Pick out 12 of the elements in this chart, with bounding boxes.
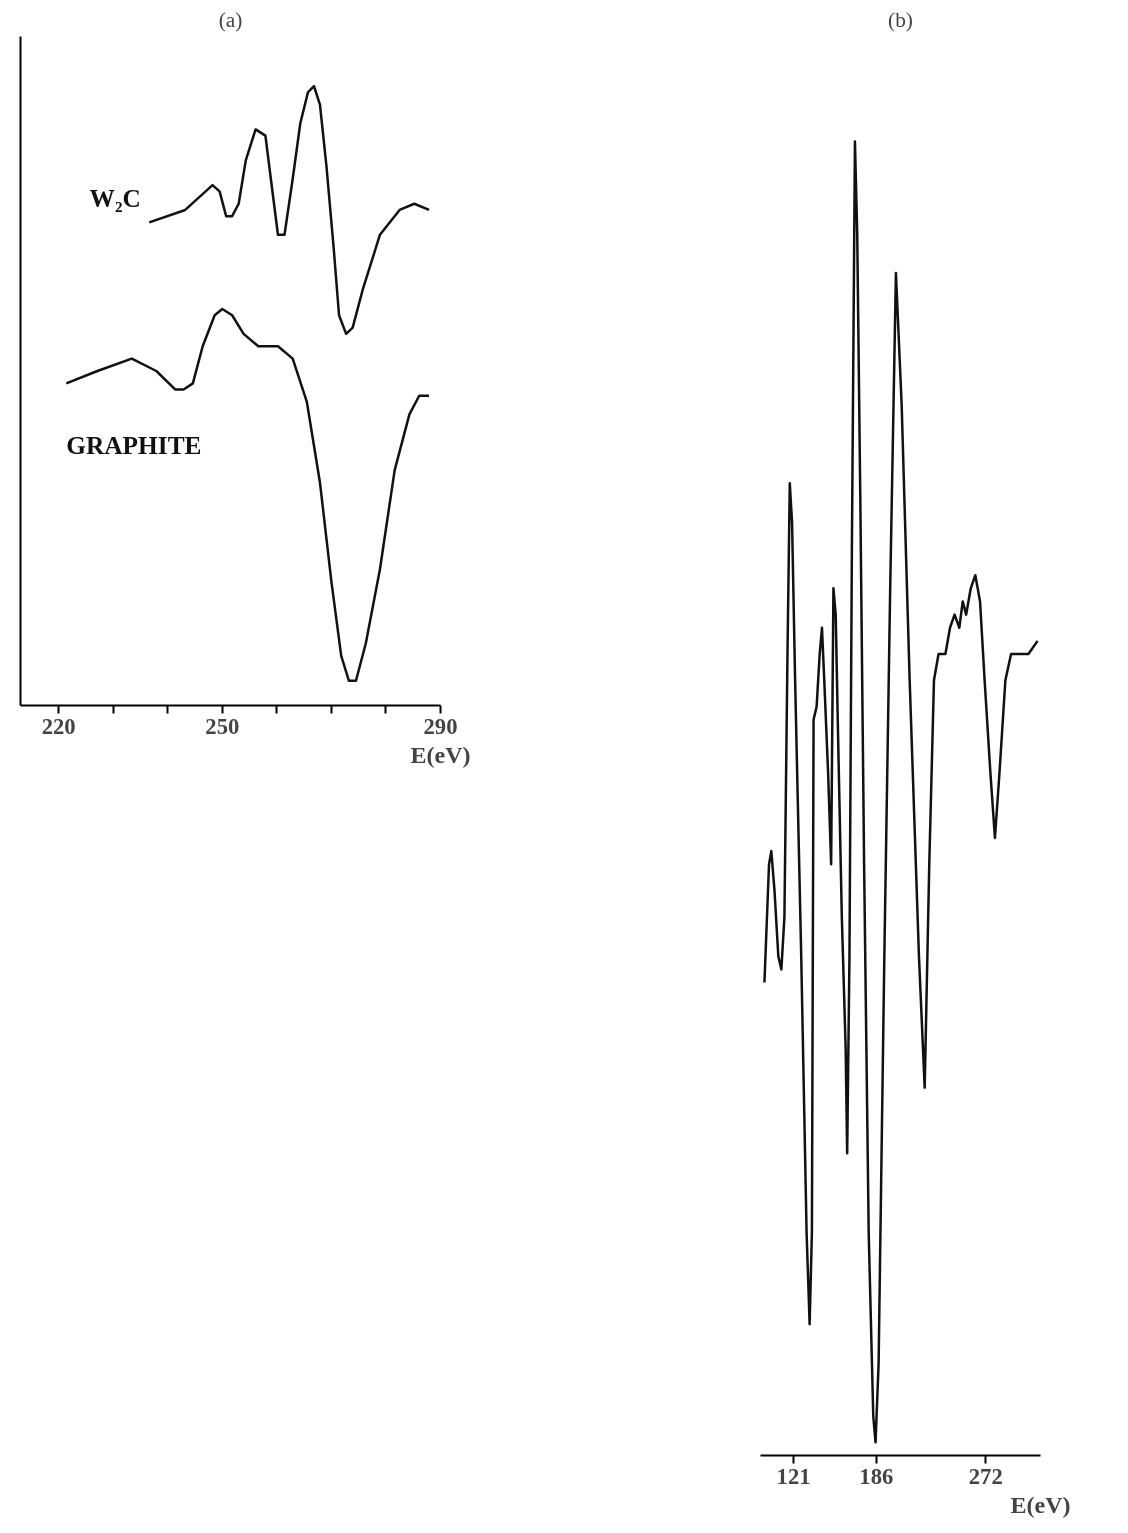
x-tick-label: 121 — [776, 1463, 811, 1489]
x-axis-title: E(eV) — [410, 741, 471, 768]
series-label: GRAPHITE — [66, 431, 202, 460]
x-axis-title: E(eV) — [1010, 1491, 1071, 1518]
chart-title: (b) — [888, 7, 913, 32]
x-tick-label: 272 — [968, 1463, 1003, 1489]
x-tick-label: 250 — [205, 713, 240, 739]
series-label: W₂C — [89, 183, 141, 212]
x-tick-label: 290 — [423, 713, 458, 739]
x-tick-label: 186 — [859, 1463, 894, 1489]
x-tick-label: 220 — [41, 713, 76, 739]
chart-title: (a) — [218, 7, 243, 32]
